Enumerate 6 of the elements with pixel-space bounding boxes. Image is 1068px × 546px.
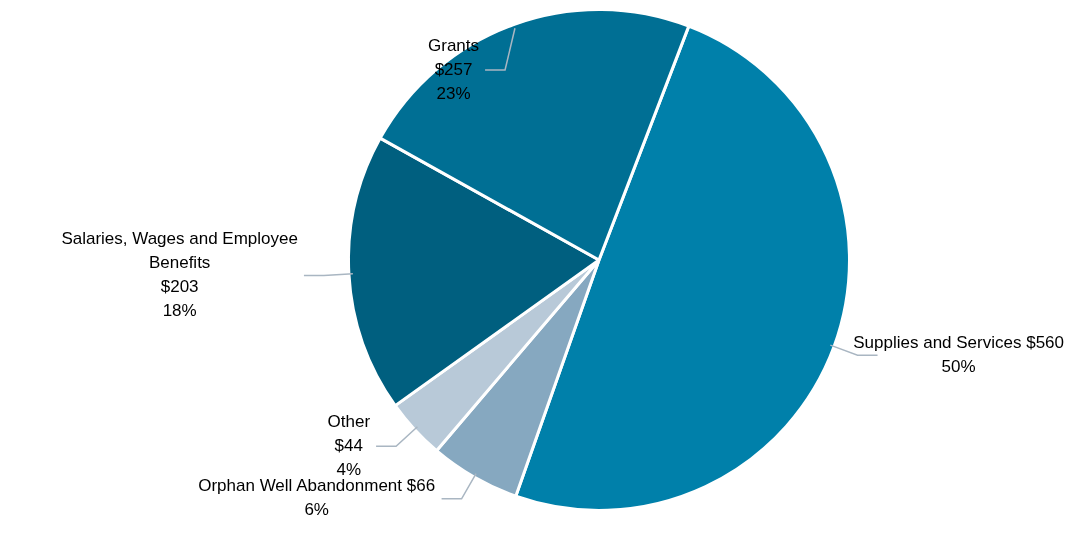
slice-label: Salaries, Wages and Employee Benefits [61,229,298,273]
slice-label: Other [327,412,371,432]
slice-label: Grants [428,35,480,55]
slice-label: Supplies and Services $560 50% [853,332,1064,376]
data-label: $203 18% [160,277,199,321]
data-label: $257 23% [434,59,473,103]
